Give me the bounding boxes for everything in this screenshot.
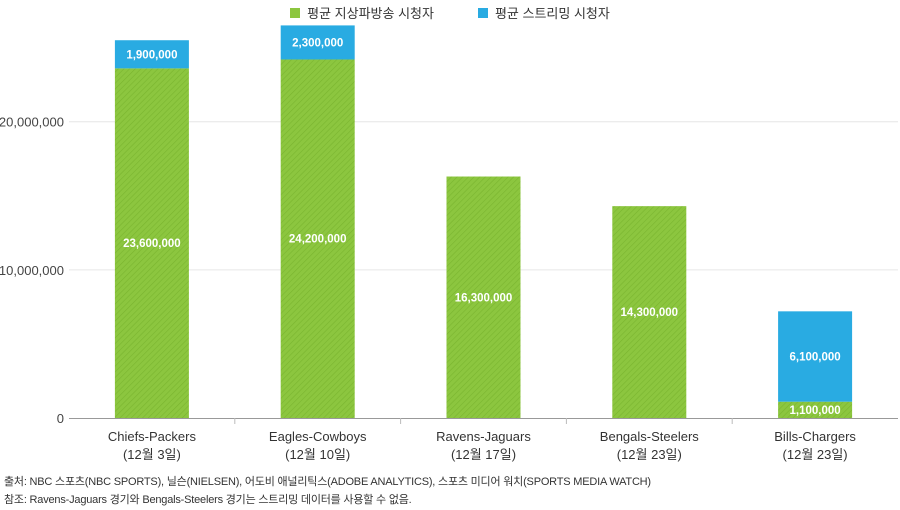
data-label-streaming-1: 2,300,000 xyxy=(292,37,343,49)
reference-note: 참조: Ravens-Jaguars 경기와 Bengals-Steelers … xyxy=(4,494,412,506)
x-tick-label-1-1: (12월 10일) xyxy=(285,447,350,462)
data-label-broadcast-2: 16,300,000 xyxy=(455,292,513,304)
source-note: 출처: NBC 스포츠(NBC SPORTS), 닐슨(NIELSEN), 어도… xyxy=(4,476,651,488)
legend-item-streaming: 평균 스트리밍 시청자 xyxy=(477,3,610,22)
legend-swatch-broadcast xyxy=(290,7,301,18)
bar-broadcast-1 xyxy=(280,59,355,419)
x-tick-label-1-0: Eagles-Cowboys xyxy=(269,429,367,444)
data-label-broadcast-4: 1,100,000 xyxy=(790,405,841,417)
data-label-streaming-0: 1,900,000 xyxy=(126,49,177,61)
data-label-broadcast-0: 23,600,000 xyxy=(123,238,181,250)
bar-streaming-4 xyxy=(778,311,853,402)
x-tick-label-0-1: (12월 3일) xyxy=(123,447,181,462)
x-tick-label-3-0: Bengals-Steelers xyxy=(600,429,699,444)
legend-label-streaming: 평균 스트리밍 시청자 xyxy=(494,6,610,21)
x-tick-label-4-1: (12월 23일) xyxy=(783,447,848,462)
bar-broadcast-4 xyxy=(778,401,853,418)
bar-streaming-0 xyxy=(114,40,189,69)
bar-broadcast-0 xyxy=(114,68,189,419)
legend-item-broadcast: 평균 지상파방송 시청자 xyxy=(290,3,434,22)
bar-broadcast-3 xyxy=(612,206,687,418)
x-tick-label-0-0: Chiefs-Packers xyxy=(108,429,197,444)
bar-broadcast-2 xyxy=(446,176,521,418)
chart-legend: 평균 지상파방송 시청자 평균 스트리밍 시청자 xyxy=(0,3,900,22)
x-tick-label-3-1: (12월 23일) xyxy=(617,447,682,462)
data-label-broadcast-3: 14,300,000 xyxy=(621,307,679,319)
x-tick-label-2-1: (12월 17일) xyxy=(451,447,516,462)
data-label-broadcast-1: 24,200,000 xyxy=(289,234,347,246)
y-tick-label-2: 20,000,000 xyxy=(0,115,64,130)
legend-label-broadcast: 평균 지상파방송 시청자 xyxy=(307,6,434,21)
data-label-streaming-4: 6,100,000 xyxy=(790,352,841,364)
y-tick-label-1: 10,000,000 xyxy=(0,263,64,278)
bar-streaming-1 xyxy=(280,25,355,60)
legend-swatch-streaming xyxy=(477,7,488,18)
x-tick-label-4-0: Bills-Chargers xyxy=(774,429,856,444)
x-tick-label-2-0: Ravens-Jaguars xyxy=(436,429,531,444)
y-tick-label-0: 0 xyxy=(57,411,64,426)
